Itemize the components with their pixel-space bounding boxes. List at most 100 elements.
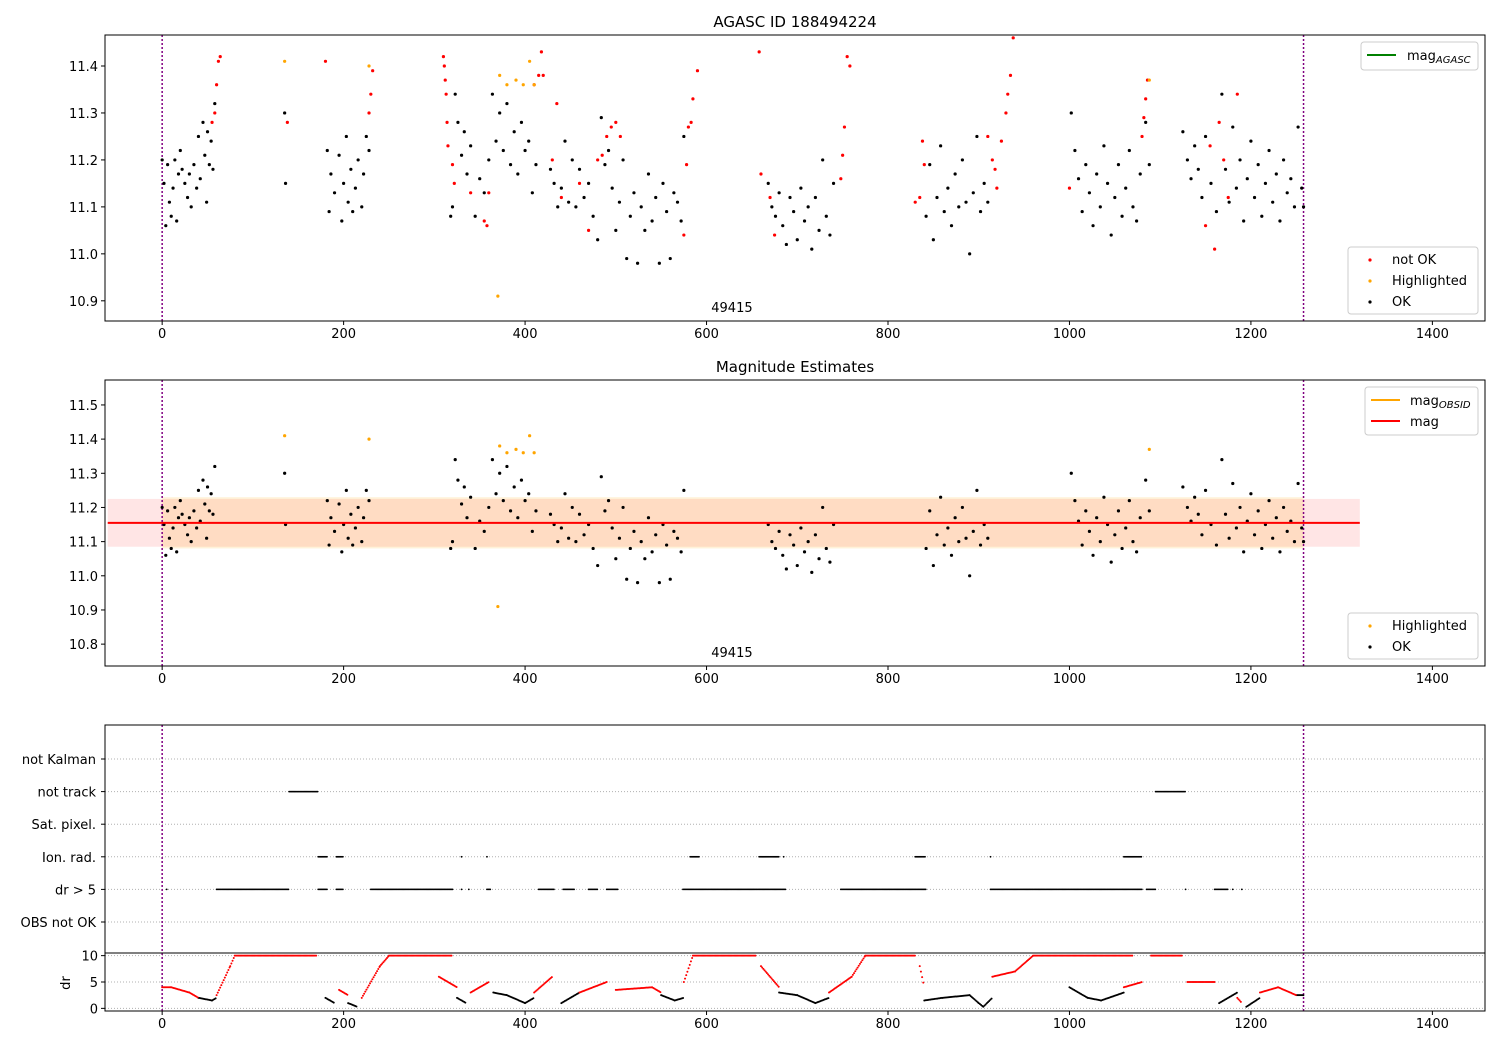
ok-point — [810, 247, 814, 251]
ok-point — [494, 492, 498, 496]
ok-point — [1080, 209, 1084, 214]
legend-box — [1347, 612, 1479, 660]
ok-point — [1242, 550, 1246, 554]
ok-point — [817, 557, 821, 561]
ok-point — [1138, 172, 1142, 176]
ok-point — [1300, 186, 1304, 190]
ok-point — [530, 529, 534, 533]
dr-point-flagged — [377, 968, 380, 971]
ok-point — [567, 200, 571, 204]
ok-point — [346, 200, 350, 204]
ok-point — [675, 200, 680, 204]
ok-point — [459, 153, 464, 157]
ok-point — [512, 130, 516, 134]
ok-point — [591, 546, 595, 551]
ok-point — [1076, 177, 1081, 181]
flag-point — [165, 888, 168, 891]
flag-point — [486, 855, 488, 858]
dr-point-flagged — [685, 974, 688, 977]
ok-point — [205, 536, 209, 540]
ok-point — [821, 158, 825, 162]
legend-box — [1360, 41, 1479, 71]
ok-point — [1189, 177, 1193, 181]
x-tick-label: 1000 — [1053, 1017, 1086, 1032]
dr-point-flagged — [770, 977, 773, 980]
ok-point — [982, 181, 986, 186]
dr-point-flagged — [918, 965, 921, 968]
dr-point-flagged — [922, 981, 925, 984]
legend-marker — [1368, 645, 1372, 649]
highlighted-point — [496, 294, 500, 298]
flag-point — [782, 855, 785, 858]
ok-point — [213, 464, 217, 469]
ok-point — [516, 516, 520, 520]
ok-point — [964, 200, 968, 204]
ok-point — [1069, 111, 1073, 115]
not-ok-point — [577, 181, 582, 186]
dr-point-flagged — [684, 977, 687, 980]
ok-point — [1220, 92, 1224, 96]
legend-marker — [1368, 624, 1372, 628]
highlighted-point — [498, 444, 502, 448]
highlighted-point — [1147, 78, 1151, 82]
ok-point — [494, 139, 498, 143]
ok-point — [329, 516, 333, 520]
ok-point — [205, 200, 209, 204]
dr-point-flagged — [366, 986, 369, 989]
ok-point — [953, 516, 957, 520]
ok-point — [824, 546, 828, 551]
ok-point — [337, 153, 341, 157]
flag-point — [326, 888, 328, 891]
ok-point — [1292, 205, 1297, 209]
flag-point — [989, 855, 992, 858]
ok-point — [283, 181, 288, 186]
ok-point — [180, 167, 184, 171]
highlighted-point — [528, 434, 532, 438]
not-ok-point — [768, 195, 772, 200]
not-ok-point — [216, 59, 221, 63]
flag-point — [1184, 888, 1187, 891]
ok-point — [606, 499, 611, 503]
ok-point — [356, 505, 360, 510]
ok-point — [657, 261, 661, 265]
dr-point-flagged — [764, 970, 767, 973]
ok-point — [1185, 505, 1190, 510]
ok-point — [1249, 139, 1253, 143]
ok-point — [1263, 181, 1268, 186]
not-ok-point — [367, 111, 371, 115]
ok-point — [960, 505, 964, 510]
ok-point — [519, 120, 524, 124]
x-tick-label: 600 — [694, 672, 719, 687]
ok-point — [490, 92, 495, 96]
ok-point — [946, 186, 950, 190]
not-ok-point — [596, 158, 600, 162]
legend-marker — [1368, 300, 1372, 304]
not-ok-point — [1226, 195, 1230, 200]
ok-point — [614, 228, 618, 232]
annotation: 49415 — [711, 301, 752, 316]
not-ok-point — [446, 144, 450, 148]
ok-point — [1296, 481, 1300, 486]
ok-point — [469, 495, 473, 499]
ok-point — [1267, 499, 1271, 503]
ok-point — [180, 512, 184, 516]
ok-point — [617, 200, 622, 204]
highlighted-point — [496, 604, 500, 609]
dr-point-flagged — [227, 969, 230, 972]
ok-point — [1080, 543, 1084, 547]
dr-point-flagged — [857, 964, 860, 967]
dr-point-flagged — [855, 968, 858, 971]
ok-point — [957, 205, 961, 209]
ok-point — [1300, 526, 1304, 530]
ok-point — [1105, 181, 1110, 186]
ok-point — [450, 540, 455, 544]
y-tick-label: 0 — [90, 1002, 98, 1017]
not-ok-point — [443, 78, 447, 82]
dr-point-flagged — [1238, 999, 1241, 1002]
dr-point-flagged — [691, 957, 694, 960]
ok-point — [928, 163, 932, 167]
flag-point — [326, 855, 328, 858]
dr-point-flagged — [659, 991, 662, 994]
ok-point — [1196, 512, 1200, 516]
ok-point — [1134, 550, 1139, 554]
